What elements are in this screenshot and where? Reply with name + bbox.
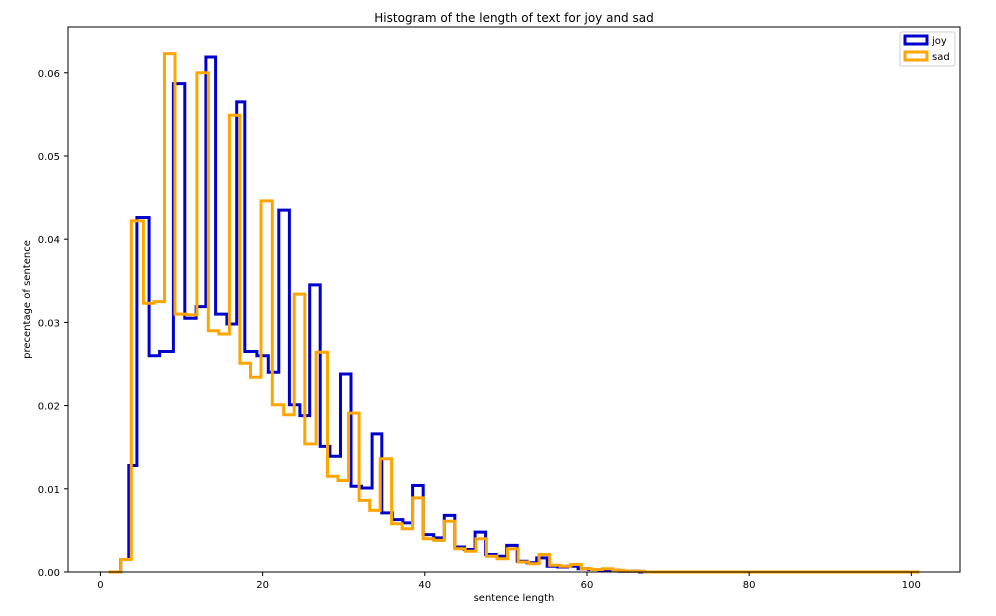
legend-swatch-joy [903,34,929,46]
plot-area-frame [67,26,961,573]
y-tick-label: 0.00 [38,568,60,579]
x-tick-label: 100 [902,580,921,591]
y-tick-label: 0.03 [38,318,60,329]
y-tick-label: 0.05 [38,152,60,163]
x-axis-label: sentence length [474,593,555,604]
x-tick-label: 0 [97,580,103,591]
y-tick-label: 0.02 [38,402,60,413]
legend: joy sad [899,31,956,67]
y-axis-ticks: 0.00 0.01 0.02 0.03 0.04 0.05 0.06 [38,69,68,579]
x-axis-ticks: 0 20 40 60 80 100 [97,572,921,591]
legend-box [899,31,956,67]
y-tick-label: 0.01 [38,485,60,496]
x-tick-label: 60 [581,580,594,591]
x-tick-label: 40 [418,580,431,591]
legend-swatch-sad [903,50,929,62]
series-layer [108,52,920,574]
legend-label-sad: sad [932,52,950,63]
chart-title: Histogram of the length of text for joy … [374,11,653,25]
legend-label-joy: joy [931,36,947,47]
y-tick-label: 0.04 [38,235,60,246]
x-tick-label: 20 [256,580,269,591]
y-tick-label: 0.06 [38,69,60,80]
series-line-sad [108,52,920,574]
y-axis-label: precentage of sentence [22,240,33,359]
x-tick-label: 80 [743,580,756,591]
